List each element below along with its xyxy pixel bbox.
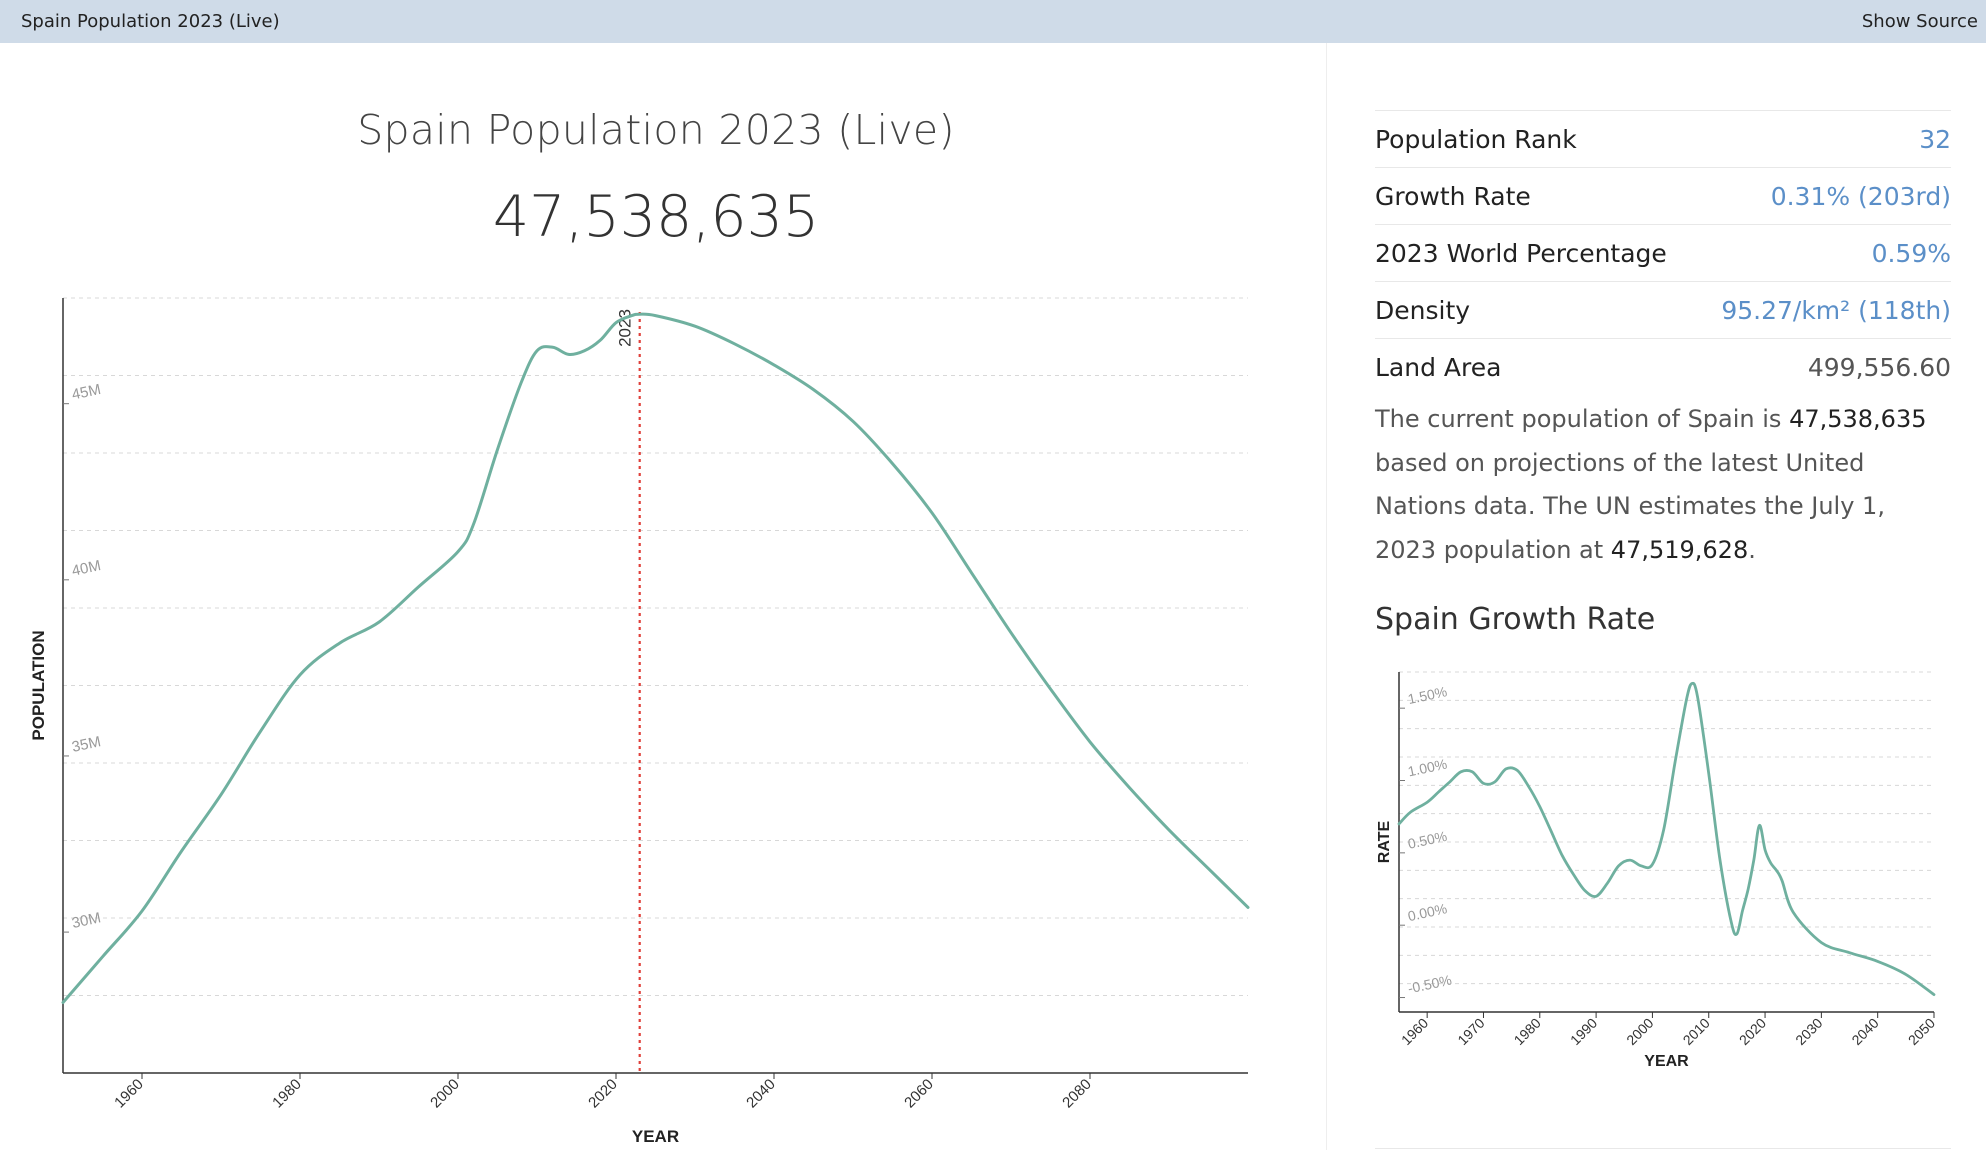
description-text: The current population of Spain is: [1375, 405, 1790, 433]
y-tick-label: 1.50%: [1406, 683, 1448, 707]
x-tick-label: 1960: [111, 1076, 147, 1112]
y-tick-label: -0.50%: [1406, 972, 1453, 997]
world-percentage-link[interactable]: 0.59%: [1871, 238, 1951, 268]
live-population-counter: 47,538,635: [492, 184, 820, 250]
y-tick-label: 35M: [70, 733, 102, 756]
x-tick-label: 2040: [1848, 1015, 1881, 1048]
x-tick-label: 2050: [1905, 1015, 1938, 1048]
page-title: Spain Population 2023 (Live): [357, 106, 955, 154]
x-tick-label: 1990: [1567, 1015, 1600, 1048]
top-bar-title: Spain Population 2023 (Live): [21, 11, 280, 32]
y-tick-label: 30M: [70, 909, 102, 932]
y-tick-label: 45M: [70, 381, 102, 404]
stat-label: Growth Rate: [1375, 181, 1531, 211]
y-tick-label: 1.00%: [1406, 756, 1448, 780]
stat-label: 2023 World Percentage: [1375, 238, 1667, 268]
stat-label: Density: [1375, 295, 1471, 325]
x-tick-label: 2060: [901, 1076, 937, 1112]
x-tick-label: 2040: [743, 1076, 779, 1112]
y-tick-label: 0.00%: [1406, 900, 1448, 924]
stat-row-world-percentage: 2023 World Percentage 0.59%: [1375, 224, 1951, 281]
series-line: [1397, 681, 1936, 996]
series-line: [61, 312, 1250, 1004]
stat-label: Land Area: [1375, 352, 1502, 382]
stat-row-land-area: Land Area 499,556.60: [1375, 338, 1951, 395]
x-tick-label: 2080: [1059, 1076, 1095, 1112]
stat-row-growth-rate: Growth Rate 0.31% (203rd): [1375, 167, 1951, 224]
land-area-value: 499,556.60: [1807, 352, 1951, 382]
section-divider: [1375, 1148, 1951, 1149]
stats-table: Population Rank 32 Growth Rate 0.31% (20…: [1375, 110, 1951, 395]
x-tick-label: 1970: [1454, 1015, 1487, 1048]
x-axis-title: YEAR: [1644, 1053, 1689, 1070]
y-tick-label: 40M: [70, 557, 102, 580]
stat-label: Population Rank: [1375, 124, 1577, 154]
x-tick-label: 2030: [1792, 1015, 1825, 1048]
x-tick-label: 2010: [1680, 1015, 1713, 1048]
column-divider: [1326, 43, 1327, 1150]
density-link[interactable]: 95.27/km² (118th): [1721, 295, 1951, 325]
growth-rate-link[interactable]: 0.31% (203rd): [1770, 181, 1951, 211]
show-source-link[interactable]: Show Source: [1861, 11, 1978, 32]
stat-row-density: Density 95.27/km² (118th): [1375, 281, 1951, 338]
stat-row-population-rank: Population Rank 32: [1375, 110, 1951, 167]
top-bar: Spain Population 2023 (Live) Show Source: [0, 0, 1986, 43]
current-population-value: 47,538,635: [1789, 405, 1927, 433]
population-rank-link[interactable]: 32: [1919, 124, 1951, 154]
x-tick-label: 2020: [585, 1076, 621, 1112]
growth-rate-chart: -0.50% 0.00% 0.50% 1.00% 1.50% 1960 1970 1980 19…: [1376, 671, 1938, 1070]
population-chart: 30M 35M 40M 45M 1960 1980 2000 2020 2040 2060 2080…: [29, 297, 1250, 1146]
y-tick-label: 0.50%: [1406, 828, 1448, 852]
x-tick-label: 2000: [1623, 1015, 1656, 1048]
population-description: The current population of Spain is 47,53…: [1375, 398, 1951, 572]
x-tick-label: 1980: [1511, 1015, 1544, 1048]
y-axis-title: POPULATION: [29, 630, 48, 740]
description-text: .: [1748, 535, 1756, 564]
un-estimate-value: 47,519,628: [1610, 535, 1749, 564]
x-tick-label: 2020: [1736, 1015, 1769, 1048]
y-axis-title: RATE: [1376, 820, 1393, 863]
x-tick-label: 1960: [1398, 1015, 1431, 1048]
x-axis-title: YEAR: [632, 1127, 679, 1146]
description-text: based on projections of the latest Unite…: [1375, 448, 1885, 564]
x-tick-label: 2000: [427, 1076, 463, 1112]
growth-rate-section-title: Spain Growth Rate: [1375, 602, 1656, 637]
x-tick-label: 1980: [269, 1076, 305, 1112]
